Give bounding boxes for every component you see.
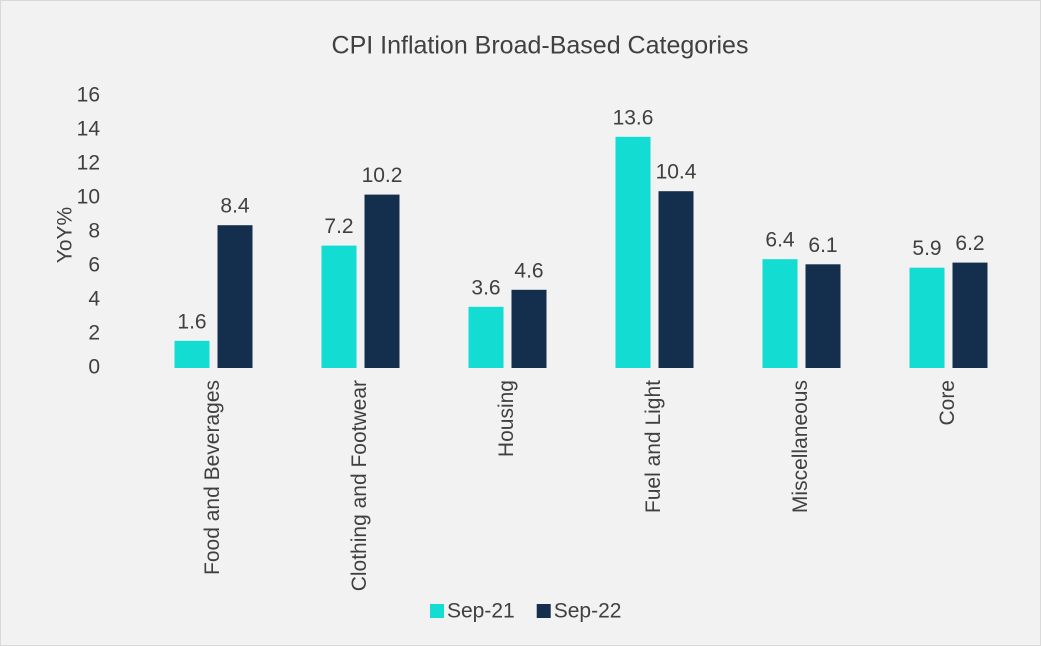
bar [321,245,357,368]
y-tick-label: 14 [77,118,101,141]
legend-label: Sep-22 [554,600,622,623]
bar [217,225,253,368]
bar [658,191,694,368]
data-label: 10.2 [362,164,403,187]
bar [762,259,798,368]
data-label: 3.6 [471,276,500,299]
y-tick-label: 16 [77,84,100,107]
data-label: 13.6 [613,106,654,129]
x-tick-label: Clothing and Footwear [348,380,371,591]
legend-swatch [536,604,551,618]
x-tick-label: Core [936,380,959,426]
data-label: 4.6 [514,259,543,282]
x-tick-label: Housing [495,380,518,457]
y-tick-label: 8 [88,220,100,243]
y-tick-label: 12 [77,152,100,175]
x-tick-label: Miscellaneous [789,380,812,513]
data-label: 8.4 [220,195,250,218]
x-tick-label: Fuel and Light [642,380,665,513]
y-tick-label: 2 [88,322,100,345]
y-tick-label: 0 [88,356,100,379]
data-label: 5.9 [912,237,941,260]
y-axis-label: YoY% [54,207,77,263]
data-label: 7.2 [324,215,353,238]
bar [615,136,651,368]
legend-swatch [430,604,444,618]
bar [364,194,400,368]
bar [511,289,547,368]
bar [805,264,841,368]
bar [468,306,504,368]
y-tick-label: 10 [77,186,100,209]
y-tick-label: 6 [88,254,100,277]
data-label: 6.1 [808,234,837,257]
bar [952,262,988,368]
bar [174,340,210,368]
data-label: 1.6 [177,310,206,333]
data-label: 6.2 [955,232,984,255]
y-tick-label: 4 [88,288,100,311]
data-label: 10.4 [656,161,697,184]
bar [909,267,945,368]
chart-title: CPI Inflation Broad-Based Categories [332,32,749,60]
x-tick-label: Food and Beverages [201,380,224,575]
data-label: 6.4 [765,229,795,252]
legend-label: Sep-21 [447,600,515,623]
